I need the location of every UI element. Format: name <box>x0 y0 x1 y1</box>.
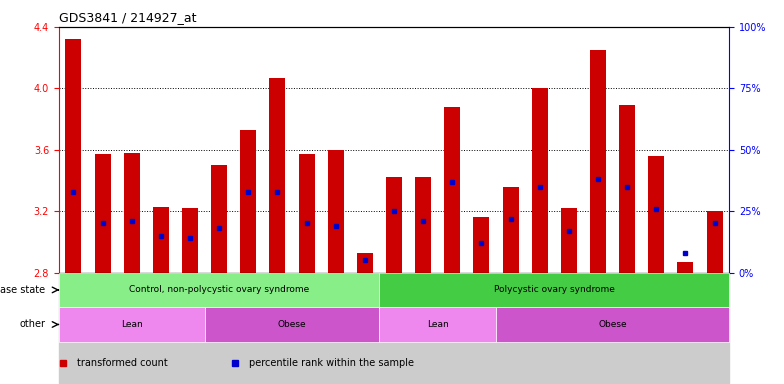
Bar <box>648 156 664 273</box>
Bar <box>466 273 496 384</box>
Text: transformed count: transformed count <box>77 358 168 368</box>
Bar <box>554 273 583 384</box>
Bar <box>59 273 379 307</box>
Bar <box>532 88 548 273</box>
Bar <box>153 207 169 273</box>
Bar <box>706 211 723 273</box>
Bar <box>263 273 292 384</box>
Bar <box>386 177 402 273</box>
Bar <box>641 273 671 384</box>
Bar <box>328 150 343 273</box>
Bar <box>299 154 314 273</box>
Bar <box>671 273 700 384</box>
Bar <box>234 273 263 384</box>
Bar <box>496 273 525 384</box>
Bar <box>408 273 437 384</box>
Bar <box>437 273 466 384</box>
Bar <box>350 273 379 384</box>
Text: Lean: Lean <box>426 320 448 329</box>
Bar <box>147 273 176 384</box>
Text: Obese: Obese <box>598 320 627 329</box>
Bar <box>700 273 729 384</box>
Bar <box>496 307 729 342</box>
Text: other: other <box>20 319 45 329</box>
Bar <box>182 208 198 273</box>
Text: Obese: Obese <box>278 320 307 329</box>
Bar <box>240 130 256 273</box>
Bar <box>88 273 117 384</box>
Bar <box>525 273 554 384</box>
Text: disease state: disease state <box>0 285 45 295</box>
Text: GDS3841 / 214927_at: GDS3841 / 214927_at <box>59 11 196 24</box>
Bar <box>503 187 518 273</box>
Bar <box>583 273 612 384</box>
Bar <box>59 273 88 384</box>
Bar <box>619 105 635 273</box>
Bar <box>379 273 729 307</box>
Bar <box>357 253 373 273</box>
Bar <box>612 273 641 384</box>
Bar <box>445 107 460 273</box>
Text: Lean: Lean <box>121 320 143 329</box>
Bar <box>321 273 350 384</box>
Bar <box>474 217 489 273</box>
Bar <box>59 307 205 342</box>
Bar <box>677 262 693 273</box>
Bar <box>292 273 321 384</box>
Bar <box>95 154 111 273</box>
Bar <box>270 78 285 273</box>
Bar <box>590 50 606 273</box>
Bar <box>117 273 147 384</box>
Bar <box>379 273 408 384</box>
Text: percentile rank within the sample: percentile rank within the sample <box>249 358 414 368</box>
Bar <box>561 208 577 273</box>
Bar <box>379 307 496 342</box>
Bar <box>65 39 82 273</box>
Bar <box>415 177 431 273</box>
Bar <box>205 273 234 384</box>
Bar <box>176 273 205 384</box>
Text: Control, non-polycystic ovary syndrome: Control, non-polycystic ovary syndrome <box>129 285 309 295</box>
Bar <box>124 153 140 273</box>
Bar <box>211 165 227 273</box>
Bar <box>205 307 379 342</box>
Text: Polycystic ovary syndrome: Polycystic ovary syndrome <box>494 285 615 295</box>
